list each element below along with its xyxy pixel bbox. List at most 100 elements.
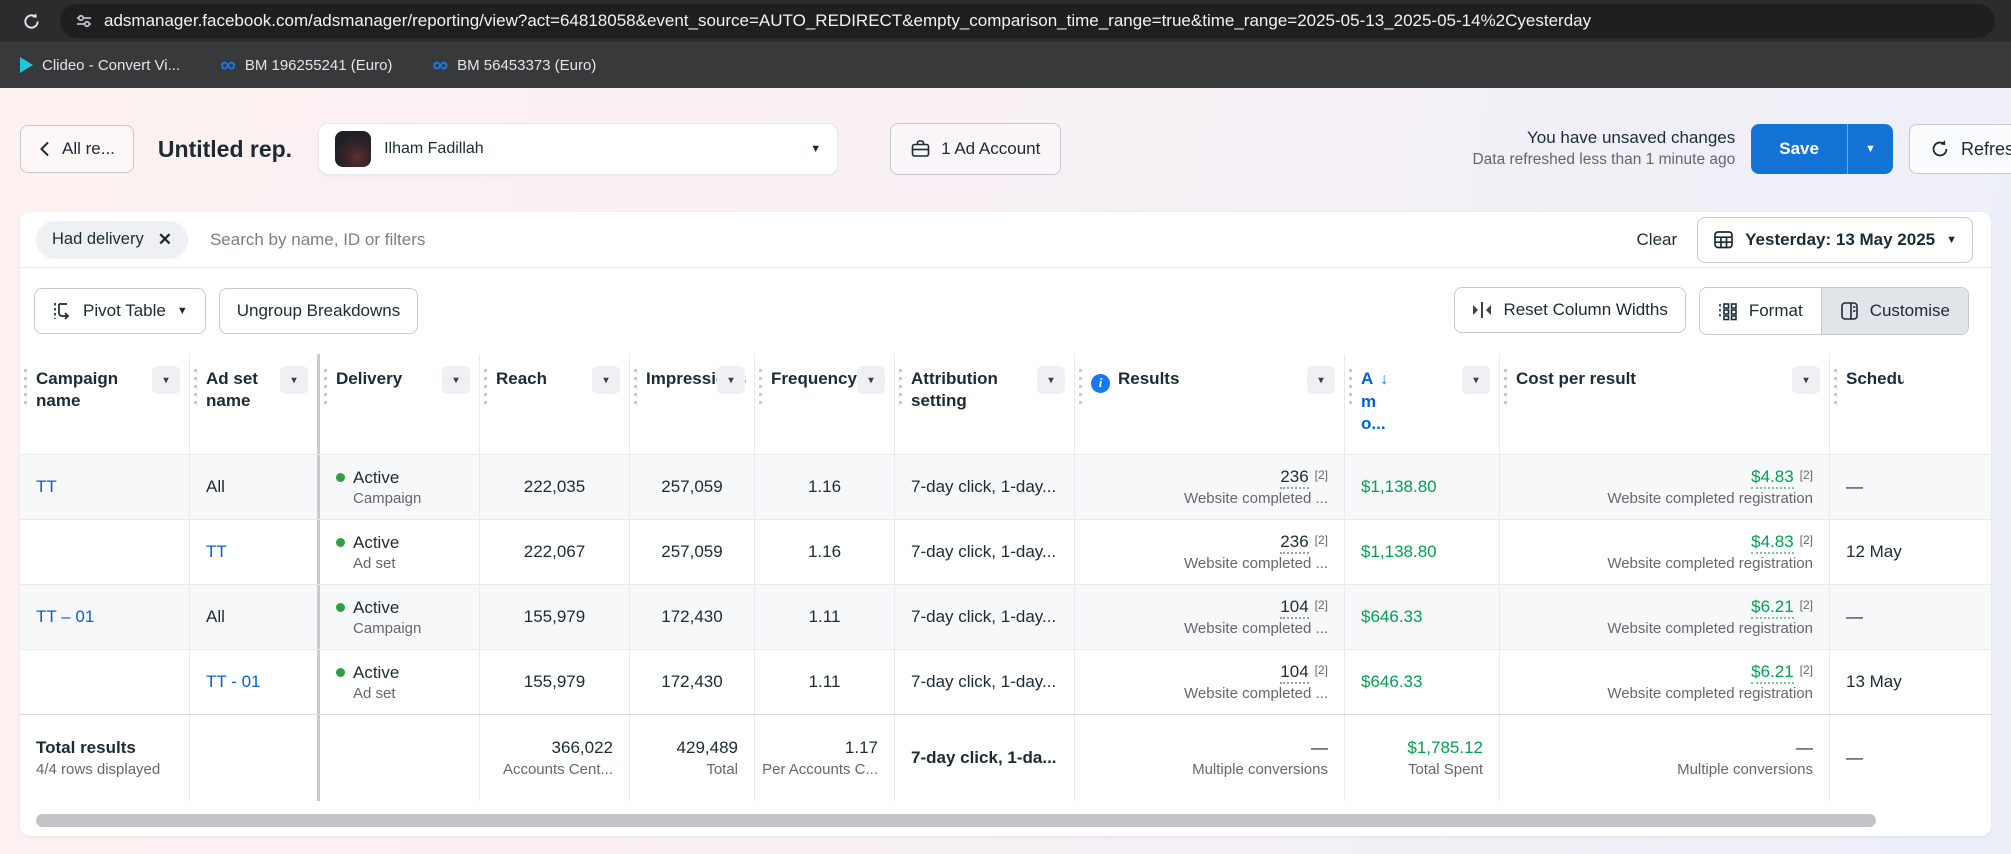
search-input[interactable] [208,229,1637,251]
format-customise-group: Format Customise [1699,287,1969,335]
column-header-reach[interactable]: Reach ▾ [480,354,630,454]
column-label: m [1361,391,1459,413]
reach-cell: 222,067 [480,520,630,584]
reload-icon[interactable] [16,6,46,36]
frequency-cell: 1.11 [755,650,895,714]
column-menu-button[interactable]: ▾ [717,366,745,394]
customise-button[interactable]: Customise [1821,288,1968,334]
column-label: Campaign name [36,369,118,410]
back-to-all-reports-button[interactable]: All re... [20,125,134,173]
ungroup-breakdowns-label: Ungroup Breakdowns [237,301,400,321]
cost-value[interactable]: $4.83 [1751,532,1794,554]
column-header-campaign-name[interactable]: Campaign name ▾ [20,354,190,454]
column-label: o... [1361,413,1459,435]
adset-link[interactable]: TT [206,542,317,562]
info-icon[interactable]: i [1091,374,1110,393]
ungroup-breakdowns-button[interactable]: Ungroup Breakdowns [219,288,418,334]
reset-column-widths-button[interactable]: Reset Column Widths [1454,287,1685,333]
table-row[interactable]: TT Active Ad set 222,067 257,059 1.16 7-… [20,519,1991,584]
cost-value[interactable]: $6.21 [1751,597,1794,619]
impressions-cell: 257,059 [630,520,755,584]
adset-link[interactable]: TT - 01 [206,672,317,692]
column-menu-button[interactable]: ▾ [1792,366,1820,394]
horizontal-scrollbar[interactable] [36,814,1876,827]
column-header-ad-set-name[interactable]: Ad set name ▾ [190,354,320,454]
drag-handle-icon[interactable] [484,369,487,407]
chevron-down-icon: ▼ [1946,234,1957,246]
column-menu-button[interactable]: ▾ [152,366,180,394]
column-menu-button[interactable]: ▾ [1037,366,1065,394]
drag-handle-icon[interactable] [194,369,197,407]
delivery-cell: Active Campaign [320,585,480,649]
totals-reach-value: 366,022 [552,738,613,758]
drag-handle-icon[interactable] [24,369,27,407]
address-bar[interactable]: adsmanager.facebook.com/adsmanager/repor… [60,4,1995,38]
cost-value[interactable]: $4.83 [1751,467,1794,489]
refresh-button[interactable]: Refresh [1909,124,2011,174]
column-label: Delivery [336,369,402,388]
ad-account-button[interactable]: 1 Ad Account [890,123,1061,175]
had-delivery-filter-chip[interactable]: Had delivery ✕ [36,221,188,259]
table-row[interactable]: TT - 01 Active Ad set 155,979 172,430 1.… [20,649,1991,714]
drag-handle-icon[interactable] [324,369,327,407]
account-dropdown[interactable]: Ilham Fadillah ▼ [318,123,838,175]
impressions-cell: 257,059 [630,455,755,519]
drag-handle-icon[interactable] [1349,369,1352,407]
column-menu-button[interactable]: ▾ [857,366,885,394]
attribution-cell: 7-day click, 1-day... [895,585,1075,649]
results-value[interactable]: 236 [1280,467,1308,489]
drag-handle-icon[interactable] [759,369,762,407]
column-header-frequency[interactable]: Frequency ▾ [755,354,895,454]
column-menu-button[interactable]: ▾ [442,366,470,394]
column-menu-button[interactable]: ▾ [280,366,308,394]
table-row[interactable]: TT – 01 All Active Campaign 155,979 172,… [20,584,1991,649]
drag-handle-icon[interactable] [899,369,902,407]
format-icon [1718,302,1738,321]
results-value[interactable]: 104 [1280,597,1308,619]
cost-value[interactable]: $6.21 [1751,662,1794,684]
chevron-left-icon [39,141,50,157]
campaign-link[interactable]: TT – 01 [36,607,189,627]
format-button[interactable]: Format [1700,288,1821,334]
bookmark-clideo[interactable]: Clideo - Convert Vi... [20,57,180,74]
column-header-delivery[interactable]: Delivery ▾ [320,354,480,454]
column-menu-button[interactable]: ▾ [1307,366,1335,394]
column-header-attribution-setting[interactable]: Attribution setting ▾ [895,354,1075,454]
results-value[interactable]: 104 [1280,662,1308,684]
attribution-cell: 7-day click, 1-day... [895,455,1075,519]
totals-amount-note: Total Spent [1408,761,1483,778]
table-row[interactable]: TT All Active Campaign 222,035 257,059 1… [20,454,1991,519]
table-header-row: Campaign name ▾ Ad set name ▾ Delivery ▾… [20,354,1991,454]
drag-handle-icon[interactable] [1834,369,1837,407]
results-value[interactable]: 236 [1280,532,1308,554]
drag-handle-icon[interactable] [1079,369,1082,407]
bookmark-bm1[interactable]: ∞ BM 196255241 (Euro) [220,54,392,76]
column-header-amount-spent-sorted[interactable]: A↓ m o... ▾ [1345,354,1500,454]
amount-spent-cell: $646.33 [1345,585,1500,649]
totals-reach-note: Accounts Cent... [503,761,613,778]
meta-logo-icon: ∞ [432,54,448,76]
column-header-cost-per-result[interactable]: Cost per result ▾ [1500,354,1830,454]
reset-column-widths-label: Reset Column Widths [1503,300,1667,320]
clear-filters-link[interactable]: Clear [1637,230,1678,250]
drag-handle-icon[interactable] [1504,369,1507,407]
save-options-caret[interactable]: ▼ [1847,124,1893,174]
column-header-impressions[interactable]: Impressions ▾ [630,354,755,454]
save-split-button: Save ▼ [1751,124,1893,174]
column-header-results[interactable]: iResults ▾ [1075,354,1345,454]
bookmark-bm2[interactable]: ∞ BM 56453373 (Euro) [432,54,596,76]
pivot-table-dropdown[interactable]: Pivot Table ▼ [34,288,206,334]
totals-results-note: Multiple conversions [1192,761,1328,778]
drag-handle-icon[interactable] [634,369,637,407]
column-menu-button[interactable]: ▾ [1462,366,1490,394]
totals-impressions-note: Total [706,761,738,778]
date-range-dropdown[interactable]: Yesterday: 13 May 2025 ▼ [1697,217,1973,263]
column-menu-button[interactable]: ▾ [592,366,620,394]
close-icon[interactable]: ✕ [158,230,172,250]
site-settings-icon[interactable] [75,12,93,30]
campaign-link[interactable]: TT [36,477,189,497]
save-button[interactable]: Save [1751,124,1847,174]
clideo-play-icon [20,57,33,73]
reach-cell: 155,979 [480,650,630,714]
column-header-schedule[interactable]: Schedule [1830,354,1991,454]
